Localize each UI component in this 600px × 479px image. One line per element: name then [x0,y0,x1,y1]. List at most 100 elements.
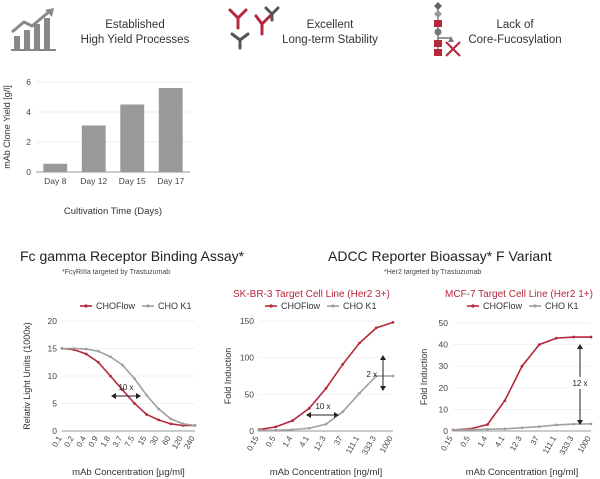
x-tick-label: 0.15 [245,434,261,452]
x-tick-label: Day 12 [80,176,107,186]
x-tick-label: 0.9 [87,434,101,449]
x-axis-title: mAb Concentration [ng/ml] [466,467,578,478]
data-point [291,419,294,423]
data-point [486,427,489,431]
arrow-head [306,412,311,418]
y-tick-label: 10 [439,404,449,414]
y-axis-title: Relativ Light Uniits (1000x) [22,322,32,430]
x-axis-title: mAb Concentration [µg/ml] [72,467,185,478]
x-tick-label: 0.15 [439,434,455,452]
x-tick-label: 120 [170,434,185,451]
x-tick-label: 37 [529,434,542,447]
yield-bar-chart: 0 2 4 6 Day 8 Day 12 Day 15 Day 17 Cultivation T… [2,77,190,217]
x-axis-title: mAb Concentration [ng/ml] [270,467,382,478]
data-point [503,427,507,431]
data-point [572,422,576,426]
y-tick-label: 100 [240,353,254,363]
arrow-head [111,393,116,399]
bar [81,125,106,172]
fold-annotation: 10 x [118,383,133,392]
adcc-section-title: ADCC Reporter Bioassay* F Variant [328,248,552,264]
x-tick-label: Day 8 [44,176,66,186]
y-axis-title: Fold Induction [223,348,233,405]
y-tick-label: 0 [52,426,57,436]
x-tick-label: 12.3 [508,434,524,452]
x-tick-label: 240 [182,434,197,451]
arrow-head [136,393,141,399]
data-point [157,407,161,411]
header-fucosylation-line1: Lack of [496,19,534,31]
x-tick-label: 15 [136,434,149,447]
x-tick-label: 1.8 [99,434,113,449]
data-point [133,402,136,405]
arrow-head [577,344,583,349]
x-tick-label: 37 [332,434,345,447]
data-point [274,428,278,432]
x-tick-label: 4.1 [298,434,312,449]
y-axis-title: mAb Clone Yield [g/l] [2,85,12,169]
legend-label: CHOFlow [281,301,321,311]
data-point [307,426,311,430]
fold-annotation: 10 x [315,402,330,411]
data-point [358,391,361,395]
data-point [486,423,489,426]
header-fucosylation-line2: Core-Fucosylation [468,34,562,46]
data-point [555,423,558,427]
legend-marker [331,304,335,308]
data-point [503,399,507,403]
legend-marker [471,304,475,308]
data-point [589,422,593,426]
bar [158,88,183,172]
data-point [324,422,328,426]
annotation-bg [568,377,592,389]
series-line-cho-k1 [62,347,196,427]
header-stability-line2: Long-term Stability [282,34,378,46]
header-yield-line2: High Yield Processes [80,34,190,46]
y-tick-label: 15 [48,344,58,354]
legend-marker [84,304,88,308]
data-point [520,364,524,368]
data-point [374,374,378,378]
data-point [133,377,136,381]
data-point [60,347,64,350]
y-tick-label: 0 [249,426,254,436]
legend-marker [146,304,150,308]
glycan-icon [434,2,461,57]
legend-marker [533,304,537,308]
data-point [96,360,100,364]
series-line-choflow [61,347,195,427]
data-point [145,393,149,397]
data-point [537,343,541,346]
x-tick-label: 0.2 [62,434,76,449]
data-point [291,428,294,432]
y-tick-label: 5 [52,399,57,409]
y-tick-label: 6 [26,77,31,87]
y-tick-label: 150 [240,316,254,326]
stability-bar-chart: 02004006008001733516771Population Doubli… [205,70,405,220]
y-tick-label: 30 [439,361,449,371]
data-point [193,424,197,427]
skbr3-line-chart: SK-BR-3 Target Cell Line (Her2 3+) 0 50 100… [223,289,395,478]
data-point [181,422,185,426]
x-tick-label: 1.4 [476,434,490,449]
arrow-head [334,412,339,418]
data-point [96,349,100,353]
fc-section-note: *FcγRIIIa targeted by Trastuzumab [62,269,171,276]
legend-label: CHO K1 [545,301,579,311]
data-point [108,374,112,378]
x-tick-label: 333.3 [360,434,378,456]
x-tick-label: Day 15 [119,176,146,186]
data-point [324,386,328,390]
bar [43,163,68,172]
data-point [341,362,345,366]
y-tick-label: 0 [443,426,448,436]
data-point [169,417,173,421]
data-point [157,418,161,422]
x-tick-label: 30 [148,434,161,447]
x-tick-label: 7.5 [123,434,137,449]
header-stability-line1: Excellent [306,19,354,31]
fold-annotation: 2 x [366,370,377,379]
data-point [307,406,311,410]
x-tick-label: 111.1 [541,434,558,455]
